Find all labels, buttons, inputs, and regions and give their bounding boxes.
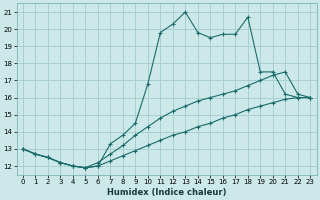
X-axis label: Humidex (Indice chaleur): Humidex (Indice chaleur) [107, 188, 226, 197]
